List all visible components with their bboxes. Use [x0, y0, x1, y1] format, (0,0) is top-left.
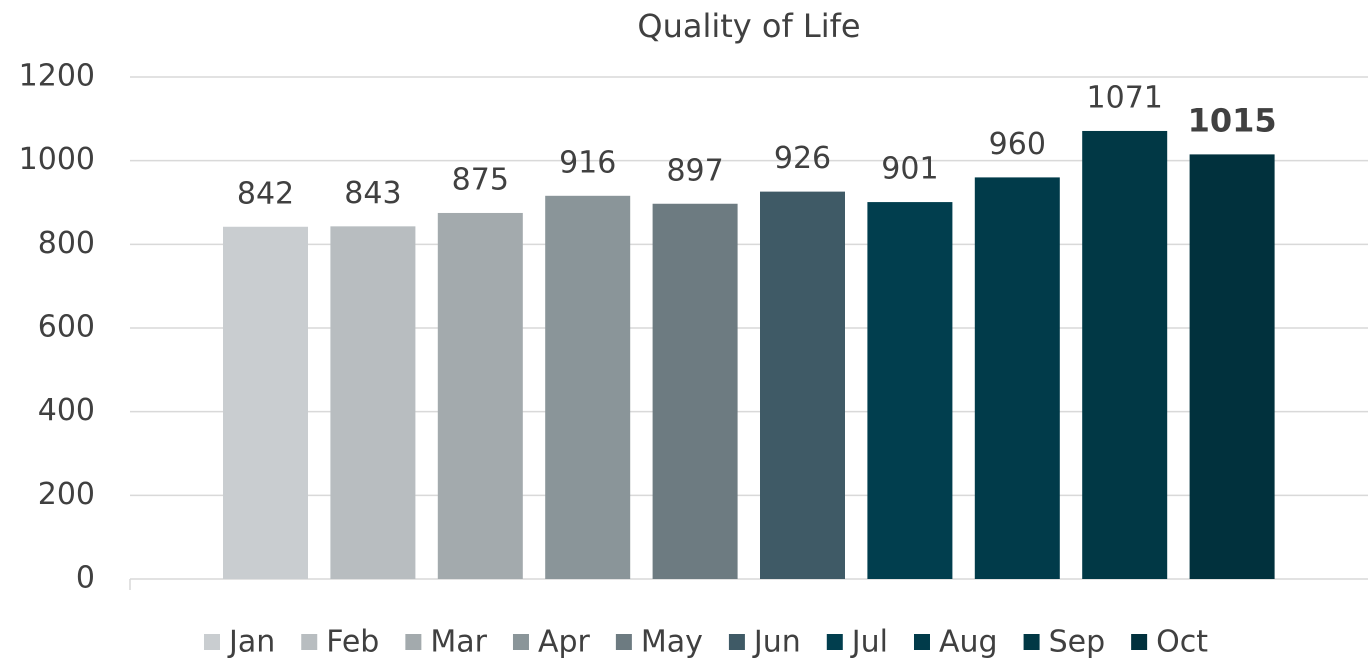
legend-label: Oct — [1156, 625, 1208, 659]
data-label: 901 — [881, 152, 938, 187]
y-tick-label: 1000 — [19, 142, 95, 177]
y-tick-label: 800 — [38, 226, 95, 261]
data-label: 875 — [452, 162, 509, 197]
y-tick-label: 400 — [38, 393, 95, 428]
legend-swatch — [512, 634, 529, 650]
legend-label: Jan — [227, 625, 275, 659]
legend-swatch — [1131, 634, 1148, 650]
legend-label: Aug — [939, 625, 998, 659]
bar — [1082, 130, 1168, 579]
legend-swatch — [1023, 634, 1040, 650]
bar — [223, 226, 308, 579]
data-label: 926 — [774, 141, 831, 176]
data-label: 916 — [559, 145, 616, 180]
bar — [760, 191, 845, 579]
bar — [545, 195, 631, 579]
legend-swatch — [826, 634, 843, 650]
legend-swatch — [615, 634, 632, 650]
bar — [1189, 154, 1275, 579]
data-label: 897 — [666, 153, 723, 188]
data-label: 1071 — [1087, 80, 1163, 115]
bar — [652, 203, 738, 579]
legend-label: May — [641, 625, 703, 659]
legend-swatch — [203, 634, 220, 650]
legend-swatch — [301, 634, 318, 650]
bar — [867, 202, 953, 579]
legend-swatch — [405, 634, 422, 650]
data-label: 1015 — [1188, 101, 1277, 139]
legend-label: Jun — [752, 625, 801, 659]
data-label: 960 — [989, 127, 1046, 162]
chart-title: Quality of Life — [637, 7, 860, 45]
legend-swatch — [913, 634, 930, 650]
y-tick-label: 1200 — [19, 59, 95, 94]
y-tick-label: 0 — [76, 561, 95, 596]
data-label: 843 — [344, 176, 401, 211]
legend-label: Apr — [538, 625, 591, 659]
bar — [974, 177, 1060, 579]
bar — [330, 226, 416, 579]
legend-swatch — [728, 634, 745, 650]
y-tick-label: 600 — [38, 310, 95, 345]
legend-label: Mar — [430, 625, 487, 659]
y-tick-label: 200 — [38, 477, 95, 512]
bar — [437, 212, 523, 580]
data-label: 842 — [237, 176, 294, 211]
legend-label: Sep — [1049, 625, 1106, 659]
legend-label: Jul — [850, 625, 888, 659]
legend-label: Feb — [326, 625, 379, 659]
